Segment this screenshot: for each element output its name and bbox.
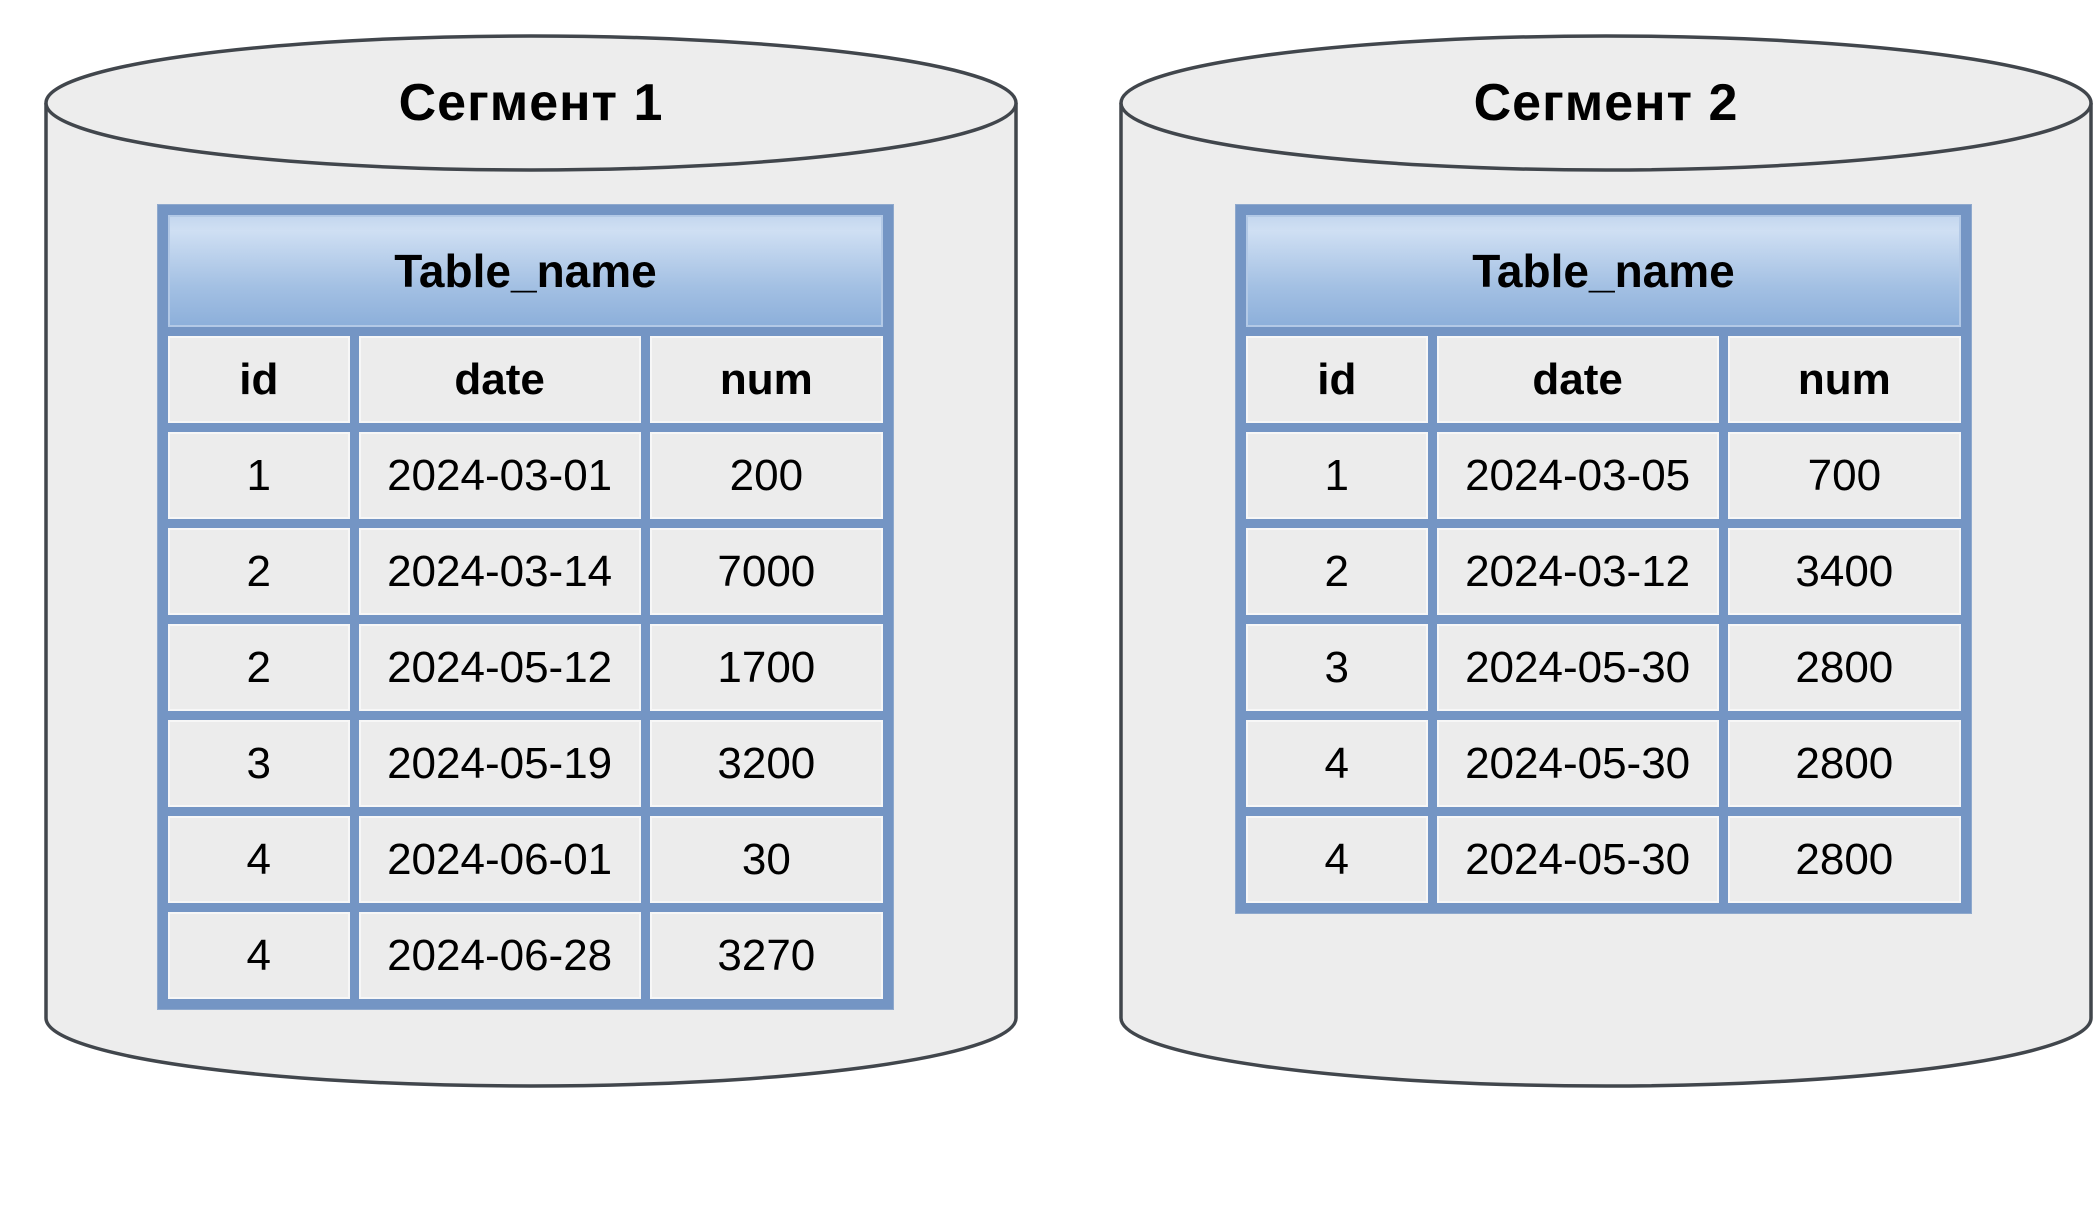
cell-date: 2024-05-30: [1436, 720, 1719, 807]
column-header-date: date: [1436, 336, 1719, 423]
segment-1-title: Сегмент 1: [398, 74, 664, 132]
segment-1-table: Table_name id date num 1 2024-03-01 200 2 2024-…: [158, 205, 893, 1009]
cell-date: 2024-06-01: [358, 816, 641, 903]
cell-id: 4: [168, 816, 350, 903]
cell-num: 1700: [649, 624, 883, 711]
cell-id: 1: [168, 432, 350, 519]
cell-num: 2800: [1727, 816, 1961, 903]
segment-2: Сегмент 2 Table_name id date num 1 2024-03-0…: [1117, 32, 2095, 1092]
cell-date: 2024-06-28: [358, 912, 641, 999]
cylinder-top: [1119, 34, 2093, 172]
cell-id: 3: [168, 720, 350, 807]
cell-id: 4: [1246, 816, 1428, 903]
cell-id: 1: [1246, 432, 1428, 519]
cell-date: 2024-03-05: [1436, 432, 1719, 519]
segment-1: Сегмент 1 Table_name id date num 1 2024-03-0…: [42, 32, 1020, 1092]
column-header-id: id: [1246, 336, 1428, 423]
cell-id: 4: [1246, 720, 1428, 807]
cell-date: 2024-05-30: [1436, 624, 1719, 711]
cell-num: 30: [649, 816, 883, 903]
cell-date: 2024-03-12: [1436, 528, 1719, 615]
cell-num: 2800: [1727, 624, 1961, 711]
cell-date: 2024-05-12: [358, 624, 641, 711]
cell-num: 3200: [649, 720, 883, 807]
cell-num: 3400: [1727, 528, 1961, 615]
cell-id: 4: [168, 912, 350, 999]
cell-date: 2024-03-01: [358, 432, 641, 519]
cylinder-top: [44, 34, 1018, 172]
table-name-header: Table_name: [168, 215, 883, 327]
cell-num: 2800: [1727, 720, 1961, 807]
cell-date: 2024-03-14: [358, 528, 641, 615]
cell-num: 3270: [649, 912, 883, 999]
cell-date: 2024-05-30: [1436, 816, 1719, 903]
column-header-num: num: [1727, 336, 1961, 423]
cell-date: 2024-05-19: [358, 720, 641, 807]
cell-num: 7000: [649, 528, 883, 615]
cell-num: 700: [1727, 432, 1961, 519]
cell-id: 3: [1246, 624, 1428, 711]
cell-num: 200: [649, 432, 883, 519]
column-header-date: date: [358, 336, 641, 423]
column-header-id: id: [168, 336, 350, 423]
column-header-num: num: [649, 336, 883, 423]
cell-id: 2: [168, 624, 350, 711]
segment-2-title: Сегмент 2: [1473, 74, 1739, 132]
cell-id: 2: [1246, 528, 1428, 615]
table-name-header: Table_name: [1246, 215, 1961, 327]
cell-id: 2: [168, 528, 350, 615]
segment-2-table: Table_name id date num 1 2024-03-05 700 2 2024-…: [1236, 205, 1971, 913]
